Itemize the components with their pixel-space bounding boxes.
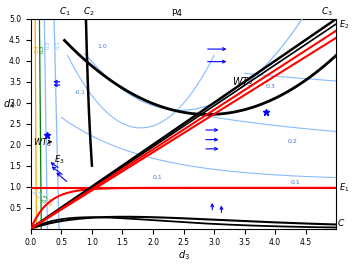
- Text: $C_3$: $C_3$: [321, 6, 333, 18]
- Text: 0.4: 0.4: [34, 44, 39, 53]
- Y-axis label: $d_4$: $d_4$: [4, 97, 16, 111]
- Text: 0.1: 0.1: [33, 185, 40, 195]
- X-axis label: $d_3$: $d_3$: [178, 249, 190, 262]
- Text: 0.2: 0.2: [45, 40, 50, 49]
- Text: 0.3: 0.3: [266, 84, 276, 89]
- Text: 0.2: 0.2: [37, 189, 45, 199]
- Text: $C$: $C$: [338, 217, 346, 228]
- Text: 0.1: 0.1: [153, 175, 163, 180]
- Text: P4: P4: [171, 9, 182, 18]
- Text: 0.3: 0.3: [40, 44, 45, 53]
- Text: $C_2$: $C_2$: [83, 6, 95, 18]
- Text: 1.0: 1.0: [97, 44, 106, 49]
- Text: $E_1$: $E_1$: [339, 182, 350, 194]
- Text: 0.4: 0.4: [47, 196, 55, 206]
- Text: 0.3: 0.3: [42, 193, 50, 203]
- Text: 0.1: 0.1: [55, 40, 60, 49]
- Text: -0.1: -0.1: [75, 90, 86, 95]
- Text: $WT_3$: $WT_3$: [233, 75, 254, 89]
- Text: 0.1: 0.1: [290, 180, 300, 185]
- Text: $E_3$: $E_3$: [54, 154, 64, 166]
- Text: 0.2: 0.2: [288, 139, 297, 144]
- Text: $WT_0$: $WT_0$: [33, 136, 51, 149]
- Text: $E_2$: $E_2$: [339, 19, 350, 31]
- Text: $C_1$: $C_1$: [59, 6, 70, 18]
